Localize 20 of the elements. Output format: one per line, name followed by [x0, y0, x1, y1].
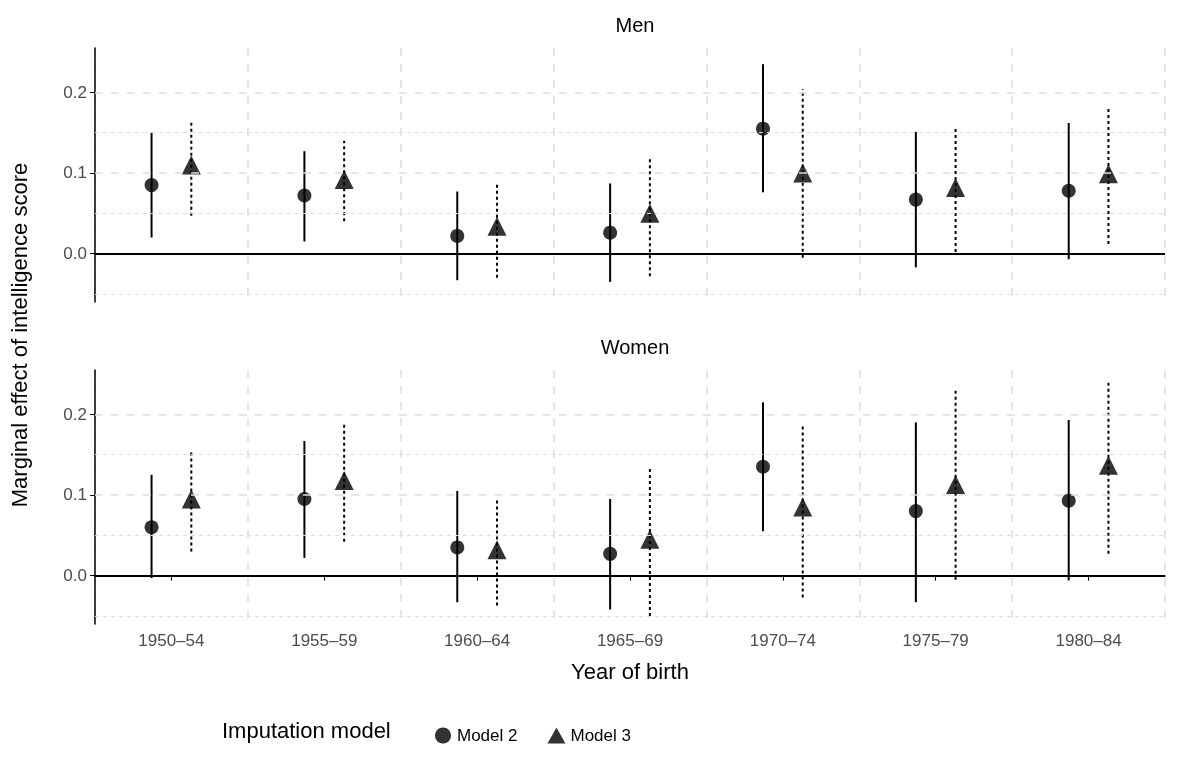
x-tick-label: 1975–79: [902, 631, 969, 650]
x-tick-label: 1955–59: [291, 631, 358, 650]
x-tick-label: 1960–64: [444, 631, 511, 650]
y-tick-label: 0.1: [63, 163, 87, 183]
y-tick-label: 0.2: [63, 82, 87, 102]
y-tick-label: 0.2: [63, 404, 87, 424]
chart-title: Women: [600, 336, 670, 358]
x-tick-label: 1950–54: [138, 631, 205, 650]
y-tick-label: 0.0: [63, 244, 87, 264]
legend-label: Model 2: [457, 726, 518, 745]
x-tick-label: 1980–84: [1055, 631, 1122, 650]
x-tick-label: 1970–74: [749, 631, 816, 650]
legend-label: Model 3: [570, 726, 631, 745]
x-tick-label: 1965–69: [596, 631, 664, 650]
y-axis-title: Marginal effect of intelligence score: [7, 162, 33, 508]
y-tick-label: 0.0: [63, 566, 87, 586]
chart-title: Men: [615, 14, 655, 36]
x-axis-title: Year of birth: [571, 658, 689, 684]
y-tick-label: 0.1: [63, 485, 87, 505]
legend-title: Imputation model: [222, 717, 391, 743]
